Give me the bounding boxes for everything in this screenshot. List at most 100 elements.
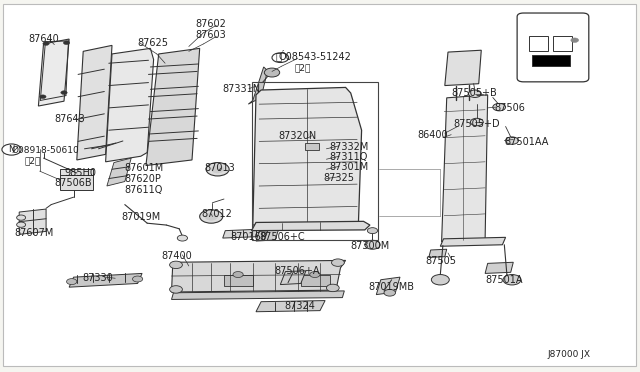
Polygon shape: [19, 209, 46, 234]
Circle shape: [365, 240, 380, 249]
Text: 985H0: 985H0: [64, 168, 96, 178]
Bar: [529, 36, 548, 51]
Polygon shape: [252, 221, 370, 231]
Polygon shape: [146, 48, 200, 166]
Circle shape: [43, 42, 49, 45]
Text: 87013: 87013: [205, 163, 236, 173]
Text: （2）: （2）: [24, 156, 41, 165]
Bar: [553, 36, 572, 51]
Text: 87501A: 87501A: [485, 275, 523, 285]
Text: 87506+A: 87506+A: [274, 266, 319, 276]
Circle shape: [211, 166, 224, 173]
Circle shape: [384, 289, 396, 296]
Text: 87019M: 87019M: [122, 212, 161, 221]
Text: Ø08918-50610: Ø08918-50610: [12, 146, 79, 155]
Text: 87643: 87643: [54, 114, 85, 124]
Polygon shape: [280, 271, 306, 285]
Circle shape: [571, 38, 579, 42]
FancyBboxPatch shape: [517, 13, 589, 82]
Circle shape: [264, 68, 280, 77]
Bar: [301, 275, 330, 286]
Circle shape: [206, 163, 229, 176]
Circle shape: [170, 261, 182, 269]
Polygon shape: [172, 291, 344, 299]
Circle shape: [493, 103, 506, 111]
Text: 87620P: 87620P: [125, 174, 162, 184]
Circle shape: [367, 228, 378, 234]
Text: 87506: 87506: [494, 103, 525, 113]
Circle shape: [468, 90, 481, 97]
Circle shape: [177, 235, 188, 241]
Circle shape: [61, 91, 67, 94]
Circle shape: [17, 215, 26, 220]
Polygon shape: [442, 95, 488, 242]
Text: 87331N: 87331N: [223, 84, 261, 93]
Polygon shape: [107, 158, 131, 186]
Bar: [252, 82, 378, 240]
Text: 87332M: 87332M: [330, 142, 369, 152]
Bar: [305, 143, 319, 150]
Text: 87506+C: 87506+C: [259, 232, 305, 242]
Polygon shape: [256, 301, 325, 312]
Circle shape: [170, 286, 182, 293]
Text: 87607M: 87607M: [14, 228, 54, 237]
Text: Ⓢ: Ⓢ: [276, 52, 282, 61]
Polygon shape: [106, 48, 154, 162]
Circle shape: [332, 259, 344, 266]
Circle shape: [40, 95, 46, 99]
Polygon shape: [248, 67, 268, 104]
Polygon shape: [376, 277, 400, 295]
Text: J87000 JX: J87000 JX: [547, 350, 590, 359]
Circle shape: [63, 41, 70, 45]
Text: 87300M: 87300M: [351, 241, 390, 251]
Text: 87602: 87602: [195, 19, 226, 29]
Polygon shape: [223, 229, 270, 238]
Text: （2）: （2）: [294, 63, 311, 72]
Circle shape: [132, 276, 143, 282]
Text: 87603: 87603: [195, 31, 226, 40]
Text: 87016P: 87016P: [230, 232, 267, 242]
Text: 87330: 87330: [82, 273, 113, 283]
Circle shape: [503, 275, 521, 285]
Circle shape: [200, 210, 223, 223]
Circle shape: [310, 272, 320, 278]
Circle shape: [205, 213, 218, 220]
Polygon shape: [69, 273, 142, 287]
Text: 87019MB: 87019MB: [368, 282, 414, 292]
Polygon shape: [38, 39, 69, 106]
Text: 87501AA: 87501AA: [504, 137, 548, 147]
Circle shape: [2, 144, 21, 155]
Text: 87625: 87625: [138, 38, 168, 48]
Text: 87400: 87400: [161, 251, 192, 261]
Text: 87506B: 87506B: [54, 178, 92, 188]
Text: N: N: [8, 145, 15, 154]
Polygon shape: [440, 237, 506, 246]
Circle shape: [431, 275, 449, 285]
Text: 87640: 87640: [29, 34, 60, 44]
Polygon shape: [253, 87, 362, 225]
Bar: [224, 275, 253, 286]
Bar: [532, 55, 570, 66]
Polygon shape: [172, 260, 346, 292]
Polygon shape: [429, 249, 447, 257]
Polygon shape: [485, 262, 513, 273]
Circle shape: [272, 53, 289, 62]
Text: 87601M: 87601M: [125, 163, 164, 173]
Polygon shape: [77, 45, 112, 160]
Text: 87012: 87012: [202, 209, 232, 219]
Text: 87324: 87324: [285, 301, 316, 311]
Text: 87505+B: 87505+B: [451, 88, 497, 98]
Circle shape: [506, 137, 518, 144]
Circle shape: [17, 222, 26, 227]
Circle shape: [326, 284, 339, 292]
Text: 87505: 87505: [426, 256, 456, 266]
Polygon shape: [445, 50, 481, 86]
Text: Ó08543-51242: Ó08543-51242: [278, 52, 351, 61]
Circle shape: [67, 279, 77, 285]
Text: 87505+D: 87505+D: [453, 119, 500, 128]
Text: 87611Q: 87611Q: [125, 185, 163, 195]
Text: 87301M: 87301M: [330, 163, 369, 172]
Bar: [60, 169, 93, 190]
Text: 86400: 86400: [417, 130, 448, 140]
Circle shape: [233, 272, 243, 278]
